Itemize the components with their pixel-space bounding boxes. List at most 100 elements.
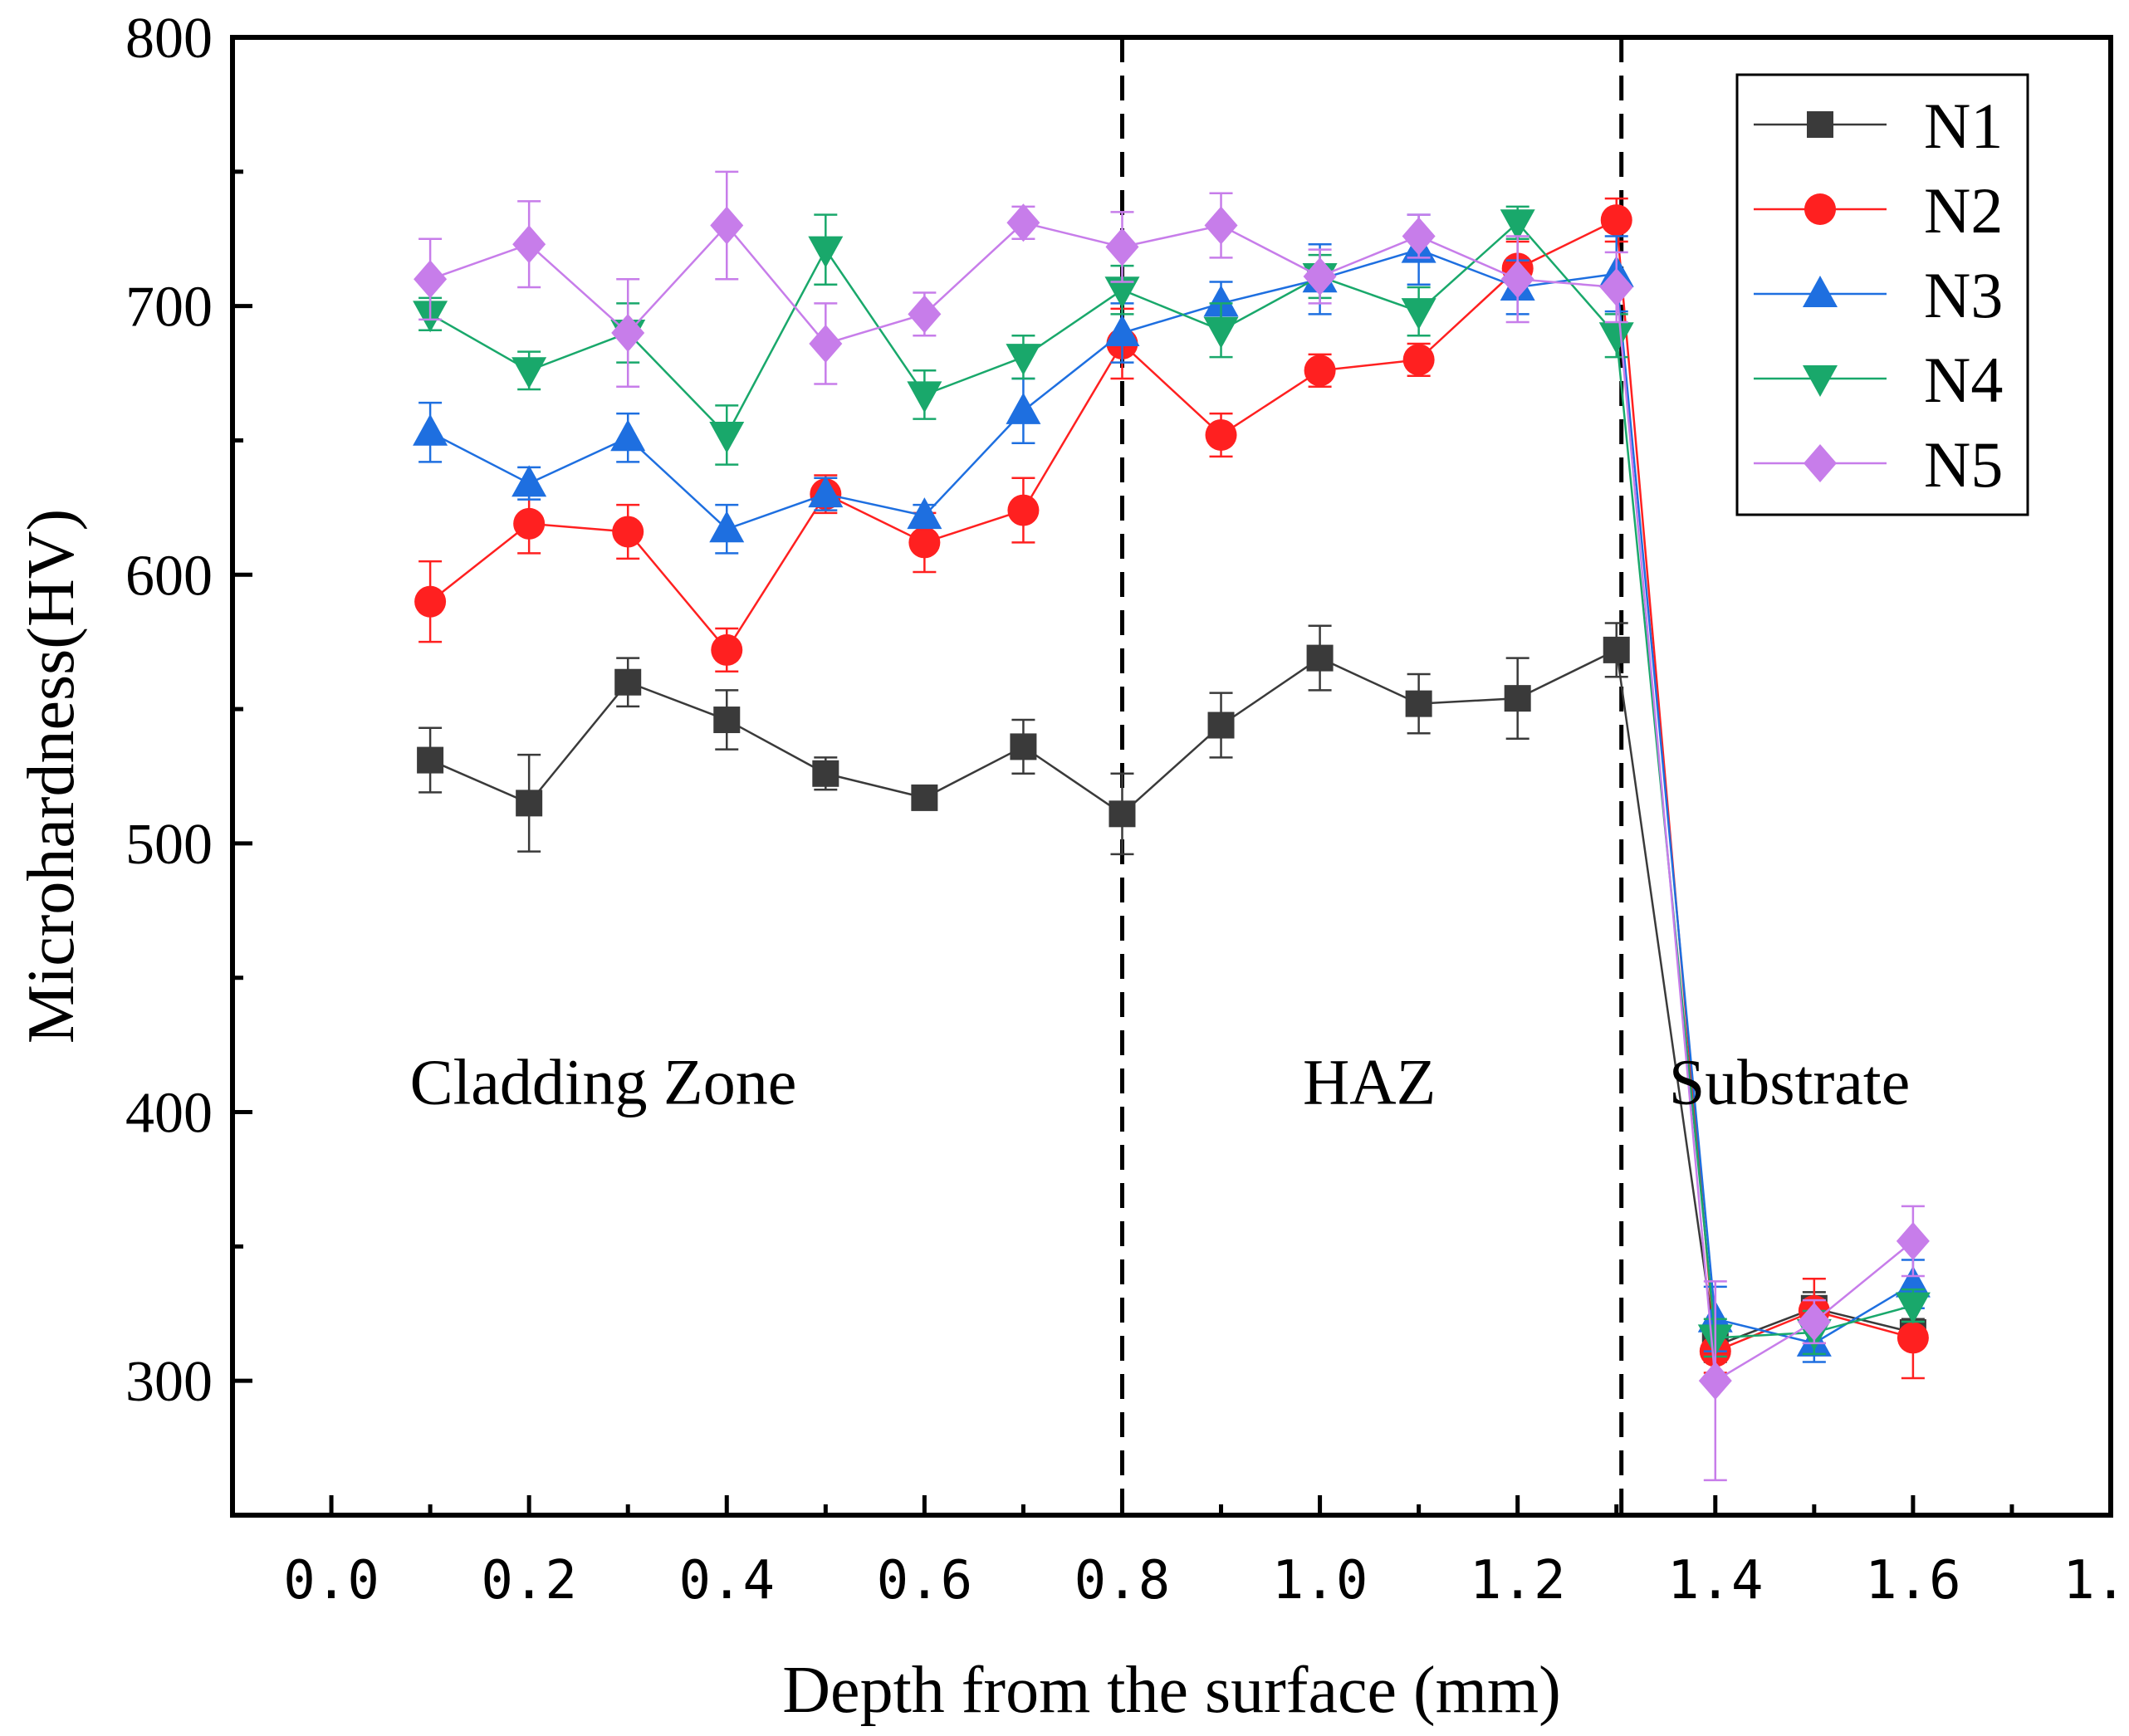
series-line-n1 bbox=[429, 648, 1914, 1347]
data-point-n2 bbox=[414, 585, 447, 618]
data-point-n3 bbox=[1006, 392, 1041, 424]
x-tick-label: 0.0 bbox=[283, 1550, 379, 1611]
data-point-n5 bbox=[1204, 206, 1238, 245]
x-tick-label: 0.2 bbox=[481, 1550, 577, 1611]
data-point-n2 bbox=[1007, 494, 1040, 526]
data-point-n5 bbox=[1896, 1221, 1930, 1260]
data-point-n1 bbox=[417, 746, 444, 774]
data-point-n1 bbox=[1405, 690, 1432, 717]
data-point-n2 bbox=[1402, 344, 1435, 376]
data-point-n4 bbox=[1895, 1292, 1931, 1324]
y-tick-label: 400 bbox=[125, 1082, 213, 1146]
y-axis-label: Microhardness(HV) bbox=[15, 509, 88, 1044]
data-point-n1 bbox=[1010, 733, 1037, 760]
data-point-n1 bbox=[516, 790, 543, 817]
data-point-n1 bbox=[1603, 636, 1630, 663]
x-tick-label: 1.2 bbox=[1470, 1550, 1566, 1611]
data-point-n4 bbox=[1104, 276, 1140, 309]
series-n1 bbox=[417, 622, 1926, 1363]
legend-label: N1 bbox=[1924, 90, 2003, 162]
data-point-n3 bbox=[907, 497, 942, 530]
data-point-n5 bbox=[414, 260, 448, 299]
legend-marker-n4 bbox=[1803, 365, 1838, 397]
data-point-n5 bbox=[1599, 267, 1633, 306]
y-tick-label: 800 bbox=[125, 7, 213, 71]
data-point-n5 bbox=[809, 324, 843, 363]
data-point-n4 bbox=[907, 381, 942, 413]
data-point-n1 bbox=[713, 707, 741, 734]
data-point-n5 bbox=[908, 295, 942, 334]
data-point-n3 bbox=[709, 511, 745, 543]
data-point-n3 bbox=[413, 413, 448, 446]
data-point-n3 bbox=[610, 419, 646, 452]
data-point-n1 bbox=[1306, 644, 1334, 672]
series-n3 bbox=[413, 213, 1931, 1363]
legend-item-n1: N1 bbox=[1754, 90, 2003, 162]
legend-label: N4 bbox=[1924, 344, 2003, 416]
axes: 0.0 0.2 0.4 0.6 0.8 1.0 1.2 1.4 1.6 1.8 300 400 500 6… bbox=[125, 7, 2129, 1611]
y-tick-label: 600 bbox=[125, 544, 213, 608]
legend: N1 N2 N3 N4 N5 bbox=[1735, 73, 2029, 516]
legend-label: N3 bbox=[1924, 259, 2003, 331]
legend-marker-n1 bbox=[1807, 111, 1833, 138]
region-label-haz: HAZ bbox=[1303, 1046, 1436, 1118]
data-point-n1 bbox=[1109, 800, 1136, 828]
data-point-n5 bbox=[1402, 217, 1436, 256]
legend-item-n5: N5 bbox=[1754, 428, 2003, 501]
x-tick-label: 1.0 bbox=[1272, 1550, 1368, 1611]
data-point-n5 bbox=[1006, 203, 1040, 242]
data-point-n3 bbox=[808, 476, 844, 508]
legend-label: N2 bbox=[1924, 174, 2003, 247]
x-tick-label: 1.8 bbox=[2063, 1550, 2129, 1611]
data-point-n3 bbox=[511, 465, 547, 497]
data-point-n2 bbox=[908, 526, 941, 559]
vertical-separators bbox=[1119, 37, 1624, 1515]
y-tick-label: 700 bbox=[125, 276, 213, 340]
data-point-n4 bbox=[808, 236, 844, 268]
data-point-n2 bbox=[1600, 204, 1632, 237]
data-point-n2 bbox=[1304, 355, 1336, 387]
data-point-n5 bbox=[1303, 257, 1337, 296]
legend-item-n4: N4 bbox=[1754, 344, 2003, 416]
data-point-n1 bbox=[1504, 685, 1531, 712]
legend-marker-n2 bbox=[1804, 193, 1836, 225]
data-point-n5 bbox=[710, 206, 744, 245]
x-tick-label: 0.4 bbox=[678, 1550, 775, 1611]
data-point-n4 bbox=[1598, 322, 1634, 355]
plot-frame bbox=[230, 35, 2113, 1518]
series-n5 bbox=[414, 170, 1930, 1482]
data-point-n5 bbox=[1500, 260, 1534, 299]
data-point-n4 bbox=[1006, 344, 1041, 376]
data-point-n2 bbox=[513, 507, 546, 540]
data-point-n3 bbox=[1203, 285, 1239, 317]
series-line-n3 bbox=[429, 248, 1914, 1345]
legend-item-n2: N2 bbox=[1754, 174, 2003, 247]
data-point-n5 bbox=[611, 314, 645, 352]
data-point-n4 bbox=[1401, 298, 1436, 330]
data-point-n4 bbox=[709, 421, 745, 453]
data-point-n1 bbox=[614, 668, 642, 696]
legend-label: N5 bbox=[1924, 428, 2003, 501]
data-point-n3 bbox=[1104, 315, 1140, 346]
data-point-n2 bbox=[1205, 418, 1237, 451]
data-point-n5 bbox=[1698, 1362, 1732, 1401]
series-line-n5 bbox=[429, 221, 1914, 1383]
data-point-n5 bbox=[1105, 227, 1139, 267]
legend-marker-n3 bbox=[1803, 276, 1838, 307]
y-tick-label: 500 bbox=[125, 813, 213, 877]
data-point-n1 bbox=[812, 760, 839, 787]
data-point-n5 bbox=[512, 225, 546, 264]
data-point-n5 bbox=[1797, 1302, 1831, 1341]
data-point-n2 bbox=[711, 633, 743, 666]
series-line-n2 bbox=[429, 218, 1914, 1353]
x-tick-label: 1.6 bbox=[1865, 1550, 1961, 1611]
region-label-substrate: Substrate bbox=[1669, 1046, 1910, 1118]
x-tick-label: 1.4 bbox=[1667, 1550, 1764, 1611]
y-tick-label: 300 bbox=[125, 1350, 213, 1414]
data-point-n1 bbox=[911, 784, 938, 811]
data-point-n2 bbox=[1897, 1322, 1929, 1354]
data-point-n4 bbox=[1203, 316, 1239, 349]
data-point-n4 bbox=[511, 357, 547, 389]
legend-item-n3: N3 bbox=[1754, 259, 2003, 331]
